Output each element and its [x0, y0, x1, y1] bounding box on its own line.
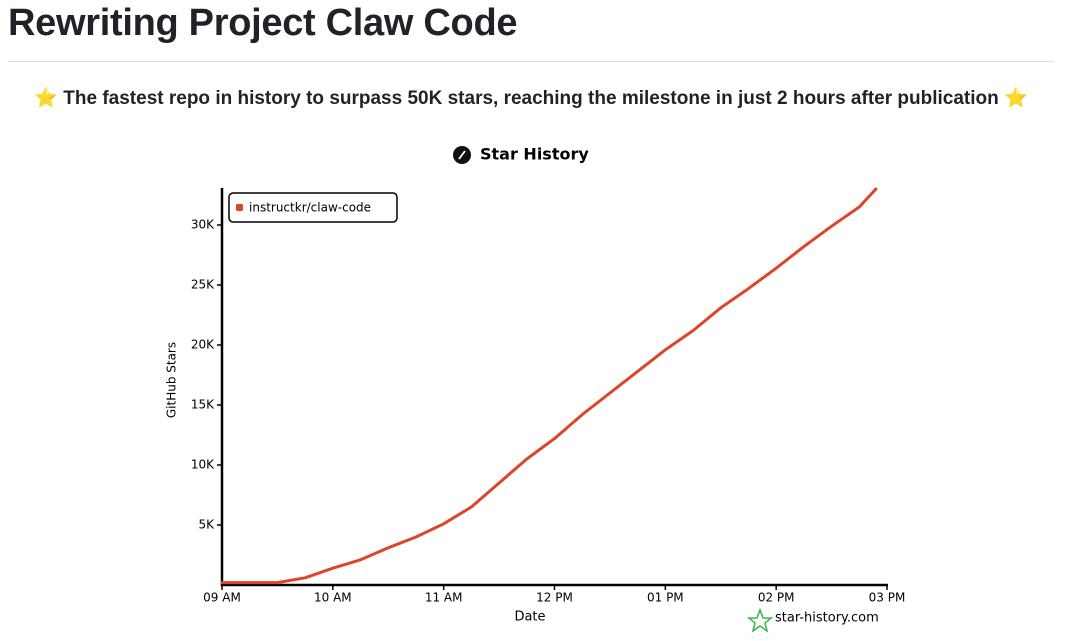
- chart-title: Star History: [480, 145, 589, 164]
- watermark: star-history.com: [775, 611, 879, 626]
- x-tick-label: 01 PM: [647, 591, 684, 605]
- x-tick-label: 10 AM: [314, 591, 352, 605]
- legend-box: [228, 192, 398, 223]
- subtitle: ⭐ The fastest repo in history to surpass…: [34, 88, 1028, 109]
- y-tick-label: 20K: [191, 338, 215, 352]
- y-tick-label: 25K: [191, 278, 215, 292]
- divider: [8, 61, 1054, 62]
- y-tick-label: 15K: [191, 398, 215, 412]
- x-axis-label: Date: [514, 610, 545, 625]
- page-title: Rewriting Project Claw Code: [8, 2, 518, 44]
- y-axis-label: GitHub Stars: [165, 342, 179, 418]
- legend-swatch: [236, 204, 243, 211]
- y-tick-label: 5K: [198, 518, 215, 532]
- x-tick-label: 09 AM: [203, 591, 241, 605]
- x-tick-label: 11 AM: [425, 591, 463, 605]
- title-icon-mark: [458, 150, 466, 160]
- x-tick-label: 03 PM: [869, 591, 906, 605]
- watermark-icon: [746, 607, 774, 633]
- y-tick-label: 10K: [191, 458, 215, 472]
- x-tick-label: 12 PM: [536, 591, 573, 605]
- line: [220, 187, 878, 585]
- legend-label: instructkr/claw-code: [249, 201, 371, 215]
- x-tick-label: 02 PM: [758, 591, 795, 605]
- y-tick-label: 30K: [191, 218, 215, 232]
